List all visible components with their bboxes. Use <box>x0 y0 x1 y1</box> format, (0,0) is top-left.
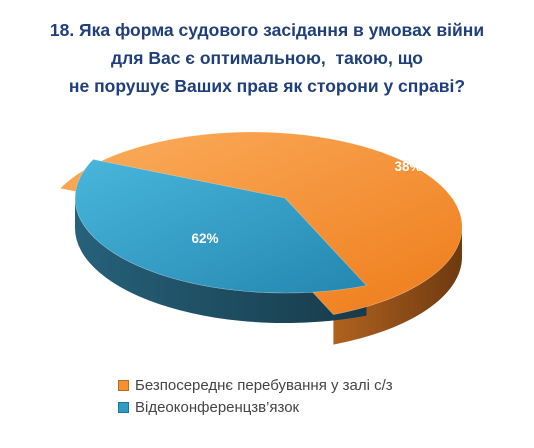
legend-item-hall: Безпосереднє перебування у залі с/з <box>118 374 393 396</box>
legend-label-video: Відеоконференцзв’язок <box>135 398 300 416</box>
chart-title-line-2: для Вас є оптимальною, такою, що <box>111 48 423 68</box>
data-label-hall: 62% <box>191 231 218 246</box>
chart-legend: Безпосереднє перебування у залі с/з Віде… <box>118 374 393 418</box>
chart-title-line-3: не порушує Ваших прав як сторони у справ… <box>68 76 466 96</box>
chart-title: 18. Яка форма судового засідання в умова… <box>0 16 534 100</box>
pie-slice-video-side <box>74 198 367 324</box>
legend-item-video: Відеоконференцзв’язок <box>118 396 393 418</box>
data-label-video: 38% <box>394 159 421 174</box>
legend-swatch-blue <box>118 401 129 413</box>
pie-slice-video <box>74 159 367 294</box>
chart-title-line-1: 18. Яка форма судового засідання в умова… <box>49 20 485 40</box>
legend-swatch-orange <box>118 379 129 391</box>
legend-label-hall: Безпосереднє перебування у залі с/з <box>135 376 393 394</box>
